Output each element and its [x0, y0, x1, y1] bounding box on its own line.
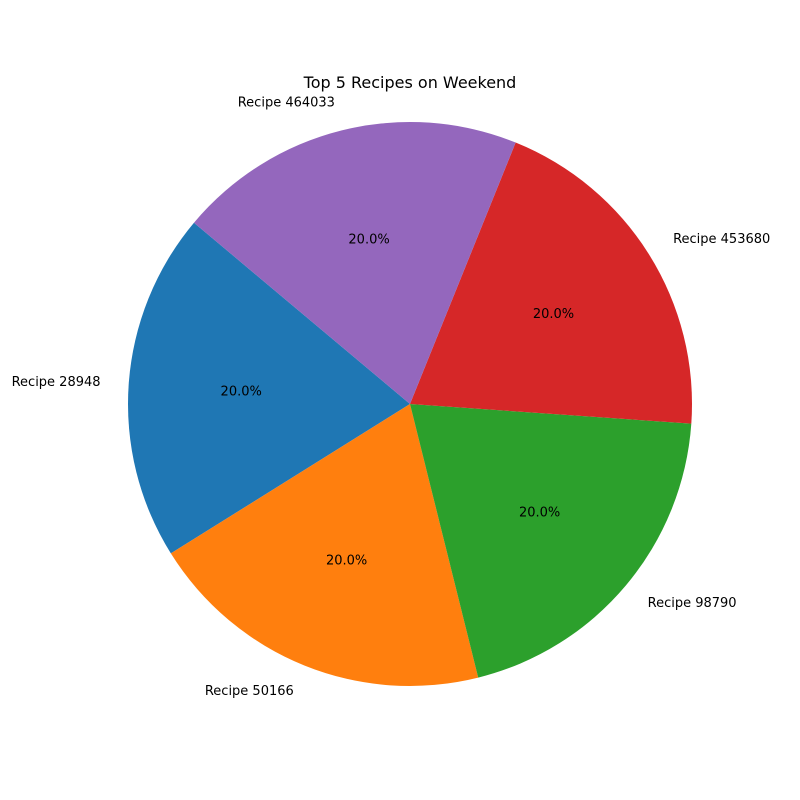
slice-label: Recipe 50166 — [205, 684, 294, 699]
slice-label: Recipe 453680 — [673, 232, 770, 247]
pie-slice-labels: Recipe 28948 Recipe 50166 Recipe 98790 Reci… — [12, 96, 771, 700]
slice-label: Recipe 28948 — [12, 375, 101, 390]
pie-slice-recipe-464033 — [193, 121, 516, 404]
pie-slices — [128, 121, 692, 686]
slice-percent-label: 20.0% — [221, 385, 262, 400]
pie-slice-recipe-98790 — [410, 404, 692, 678]
chart-title: Top 5 Recipes on Weekend — [303, 73, 517, 92]
slice-percent-label: 20.0% — [326, 553, 367, 568]
pie-slice-recipe-453680 — [410, 142, 692, 424]
slice-label: Recipe 98790 — [648, 596, 737, 611]
pie-slice-recipe-50166 — [170, 404, 479, 686]
slice-percent-label: 20.0% — [519, 505, 560, 520]
slice-label: Recipe 464033 — [238, 96, 335, 111]
pie-percent-labels: 20.0% 20.0% 20.0% 20.0% 20.0% — [221, 232, 575, 568]
slice-percent-label: 20.0% — [533, 307, 574, 322]
slice-percent-label: 20.0% — [348, 232, 389, 247]
pie-slice-recipe-28948 — [128, 222, 410, 554]
